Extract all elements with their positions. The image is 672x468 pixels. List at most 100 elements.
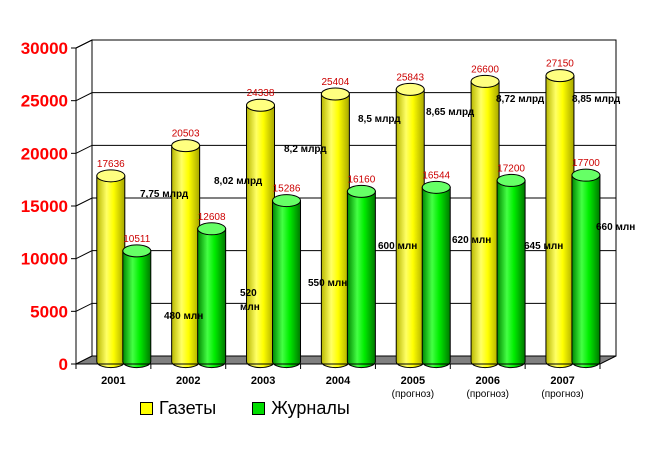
cylinder-body [320,93,350,369]
bar-zhurnaly [496,173,526,369]
cylinder-top [96,169,126,183]
annotation-label: млн [240,302,260,313]
x-tick-label: 2001 [101,375,125,387]
annotation-label: 8,85 млрд [572,94,621,105]
cylinder-body [246,104,276,369]
annotation-label: 8,5 млрд [358,114,401,125]
bar-zhurnaly [197,222,227,369]
y-tick-label: 25000 [21,92,68,111]
x-tick-label: 2004 [326,375,351,387]
cylinder-body [171,145,201,369]
y-tick-label: 15000 [21,197,68,216]
bar-zhurnaly [346,184,376,369]
cylinder-body [346,190,376,369]
y-tick-label: 0 [59,355,68,374]
cylinder-top [571,168,601,182]
cylinder-body [545,75,575,369]
cylinder-top [122,244,152,258]
cylinder-body [197,228,227,369]
annotation-label: 520 [240,288,257,299]
value-label: 15286 [273,184,301,195]
legend-swatch-green [252,402,266,415]
annotation-label: 7,75 млрд [140,189,189,200]
x-tick-sublabel: (прогноз) [467,389,509,400]
value-label: 20503 [172,129,200,140]
value-label: 26600 [471,64,499,75]
value-label: 17636 [97,159,125,170]
annotation-label: 8,65 млрд [426,107,475,118]
annotation-label: 480 млн [164,311,203,322]
bar-gazety [470,74,500,369]
gridline [75,144,616,154]
annotation-label: 8,2 млрд [284,144,327,155]
cylinder-body [496,179,526,369]
x-axis: 2001 2002 2003 2004 2005 (прогноз) 2006 (прогно… [75,363,601,400]
legend: Газеты Журналы [140,398,350,419]
bar-gazety [320,87,350,369]
y-tick-label: 5000 [30,302,68,321]
value-label: 16544 [422,170,450,181]
value-label: 17700 [572,158,600,169]
annotation-label: 8,02 млрд [214,176,263,187]
value-label: 16160 [347,174,375,185]
legend-item-zhurnaly: Журналы [252,398,350,419]
legend-label: Журналы [271,398,350,418]
bar-gazety [395,82,425,369]
bar-zhurnaly [272,194,302,369]
gridline [75,39,616,49]
bar-zhurnaly [571,168,601,369]
cylinder-body [96,175,126,369]
gridline [75,92,616,102]
bar-gazety [545,69,575,369]
legend-swatch-yellow [140,402,153,415]
x-tick-label: 2005 [401,375,425,387]
bar-zhurnaly [421,180,451,369]
data-labels: 17636 10511 20503 12608 24338 15286 25404 16160… [97,59,635,322]
x-tick-sublabel: (прогноз) [392,389,434,400]
cylinder-top [320,87,350,101]
cylinder-body [122,250,152,369]
cylinder-body [421,186,451,369]
x-tick-sublabel: (прогноз) [541,389,583,400]
value-label: 25404 [321,77,349,88]
annotation-label: 8,72 млрд [496,94,545,105]
value-label: 12608 [198,212,226,223]
value-label: 25843 [396,72,424,83]
annotation-label: 660 млн [596,222,635,233]
cylinder-top [197,222,227,236]
cylinder-body [571,174,601,369]
y-tick-label: 20000 [21,144,68,163]
cylinder-top [346,184,376,198]
cylinder-top [272,194,302,208]
cylinder-top [496,173,526,187]
cylinder-body [272,200,302,369]
x-tick-label: 2006 [475,375,499,387]
legend-label: Газеты [159,398,217,418]
bar-gazety [171,139,201,369]
bar-zhurnaly [122,244,152,369]
annotation-label: 600 млн [378,241,417,252]
annotation-label: 620 млн [452,235,491,246]
legend-item-gazety: Газеты [140,398,216,419]
y-axis: 0 5000 10000 15000 20000 25000 30000 [21,39,76,374]
x-tick-label: 2002 [176,375,200,387]
y-tick-label: 30000 [21,39,68,58]
cylinder-top [421,180,451,194]
annotation-label: 645 млн [524,241,563,252]
value-label: 24338 [247,88,275,99]
x-tick-label: 2007 [550,375,574,387]
bar-gazety [246,98,276,369]
x-tick-label: 2003 [251,375,275,387]
cylinder-top [395,82,425,96]
value-label: 27150 [546,59,574,70]
cylinder-body [470,80,500,369]
bar-gazety [96,169,126,369]
cylinder-top [246,98,276,112]
annotation-label: 550 млн [308,278,347,289]
cylinder-top [470,74,500,88]
bars [96,69,601,369]
cylinder-top [171,139,201,153]
value-label: 17200 [497,163,525,174]
cylinder-top [545,69,575,83]
